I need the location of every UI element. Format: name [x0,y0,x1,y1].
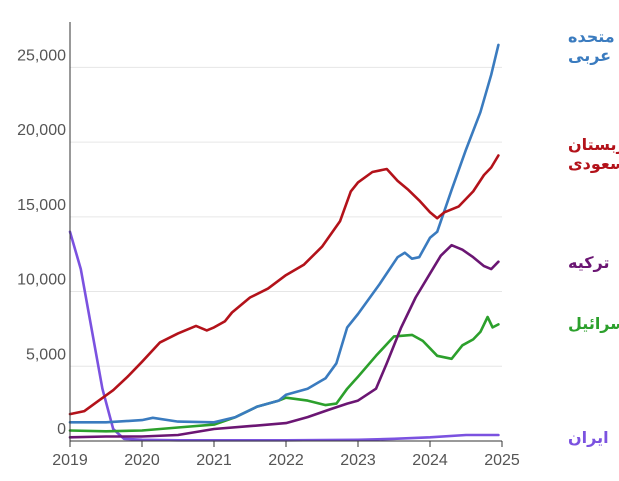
series-label-line: عربی [568,46,611,65]
series-line-1 [68,154,500,416]
series-label-line: امارات متحده [568,27,619,46]
series-label-3: اسرائیل [568,314,619,333]
series-label-line: ایران [568,428,609,447]
x-tick-label: 2025 [484,452,520,469]
series-label-2: ترکیه [568,253,610,272]
series-label-line: سعودی [568,154,619,173]
y-tick-label: 15,000 [17,197,66,214]
series-line-4 [68,230,500,442]
x-axis-ticks: 2019 2020 2021 2022 2023 2024 2025 [52,441,520,469]
x-tick-label: 2021 [196,452,232,469]
x-tick-label: 2020 [124,452,160,469]
series-line-0 [68,43,500,424]
y-tick-label: 25,000 [17,47,66,64]
series-line-2 [68,243,500,439]
x-tick-label: 2019 [52,452,88,469]
series-line-3 [68,315,500,433]
x-tick-label: 2024 [412,452,448,469]
series-label-line: اسرائیل [568,314,619,333]
x-tick-label: 2023 [340,452,376,469]
series-label-1: عربستانسعودی [568,135,619,173]
series-label-line: عربستان [568,135,619,154]
series-label-line: ترکیه [568,253,610,272]
y-tick-label: 20,000 [17,122,66,139]
y-axis-ticks: 0 5,000 10,000 15,000 20,000 25,000 [17,47,66,438]
gridlines [70,66,502,367]
series-label-4: ایران [568,428,609,447]
y-tick-label: 0 [57,421,66,438]
y-tick-label: 5,000 [26,346,66,363]
series-lines [68,43,500,442]
x-tick-label: 2022 [268,452,304,469]
y-tick-label: 10,000 [17,272,66,289]
